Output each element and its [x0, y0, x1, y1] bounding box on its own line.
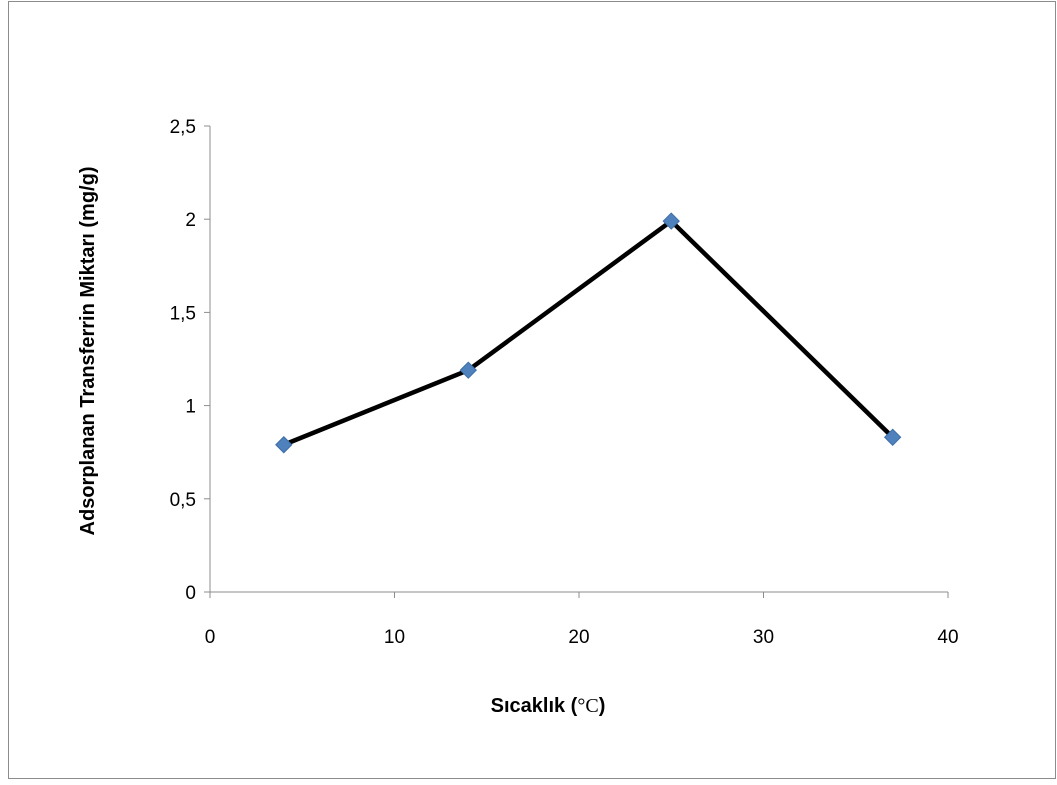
x-axis-label: Sıcaklık (°C): [491, 695, 606, 717]
y-tick-label: 0: [185, 583, 196, 604]
x-tick-label: 0: [205, 627, 216, 648]
y-tick-labels: 0 0,5 1 1,5 2 2,5: [170, 117, 196, 604]
x-tick-label: 20: [568, 627, 589, 648]
axes: [204, 125, 949, 598]
y-axis-label: Adsorplanan Transferrin Miktarı (mg/g): [77, 167, 99, 536]
plot-area: [275, 212, 902, 454]
y-tick-label: 1: [185, 397, 196, 418]
y-tick-label: 2,5: [170, 117, 196, 138]
y-tick-label: 0,5: [170, 490, 196, 511]
series-line: [282, 218, 895, 447]
x-axis-label-text: Sıcaklık (: [491, 695, 578, 717]
y-tick-label: 2: [185, 210, 196, 231]
data-point-marker: [883, 428, 902, 446]
x-tick-label: 30: [753, 627, 774, 648]
data-point-marker: [459, 361, 478, 379]
data-point-marker: [662, 212, 680, 230]
y-tick-label: 1,5: [170, 303, 196, 324]
chart-frame: [8, 1, 1056, 779]
x-tick-label: 40: [937, 627, 958, 648]
x-tick-label: 10: [384, 627, 405, 648]
x-axis-label-close: ): [599, 695, 606, 717]
x-tick-labels: 0 10 20 30 40: [205, 627, 959, 648]
x-axis-unit: °C: [577, 695, 598, 717]
data-point-marker: [275, 436, 293, 454]
